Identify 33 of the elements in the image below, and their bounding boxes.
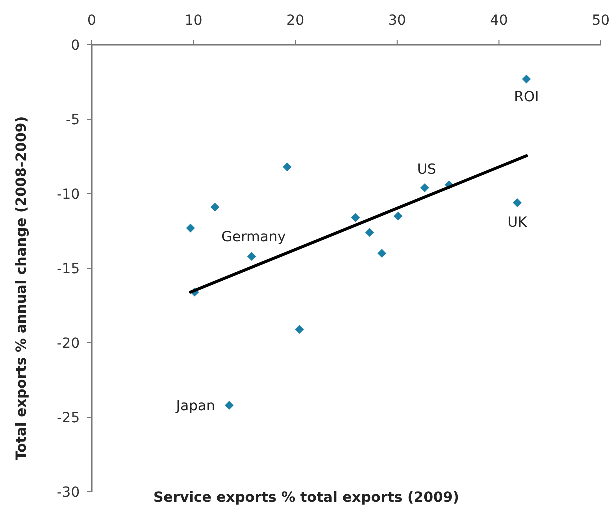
y-tick-label: -20 [57, 336, 80, 352]
y-axis-title: Total exports % annual change (2008-2009) [14, 116, 30, 461]
point [351, 213, 360, 222]
point [247, 252, 256, 262]
point [378, 249, 387, 258]
annotation: UK [508, 214, 528, 231]
x-tick-label: 50 [592, 13, 610, 29]
x-tick-label: 10 [184, 13, 203, 29]
point [283, 162, 292, 172]
x-tick-label: 20 [286, 13, 305, 29]
point [365, 228, 374, 238]
point [210, 202, 220, 212]
point [394, 212, 403, 221]
annotation: Germany [222, 230, 286, 246]
y-tick-label: -5 [66, 112, 80, 128]
point [522, 74, 532, 84]
annotation: Japan [175, 398, 216, 415]
x-tick-label: 40 [490, 13, 508, 29]
annotation: US [417, 162, 437, 178]
y-tick-label: 0 [71, 38, 80, 54]
y-tick-label: -15 [57, 262, 80, 278]
y-tick-label: -30 [57, 485, 80, 501]
x-tick-label: 30 [388, 13, 406, 29]
point [225, 401, 234, 410]
point [295, 325, 304, 334]
x-tick-label: 0 [88, 13, 96, 29]
annotation: ROI [514, 89, 540, 106]
y-tick-label: -25 [57, 410, 80, 426]
point [420, 184, 430, 192]
y-tick-label: -10 [57, 187, 80, 203]
point [186, 224, 196, 233]
point [513, 198, 522, 208]
x-axis-title: Service exports % total exports (2009) [154, 490, 460, 506]
